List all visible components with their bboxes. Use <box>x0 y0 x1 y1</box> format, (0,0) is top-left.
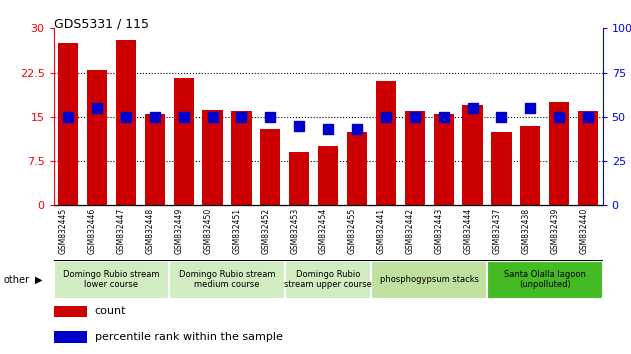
Point <box>352 126 362 132</box>
Text: GSM832442: GSM832442 <box>406 208 415 254</box>
Point <box>265 114 275 120</box>
Point <box>294 123 304 129</box>
Point <box>554 114 564 120</box>
Text: GSM832451: GSM832451 <box>232 208 242 254</box>
Bar <box>433 114 454 205</box>
Text: Santa Olalla lagoon
(unpolluted): Santa Olalla lagoon (unpolluted) <box>504 270 586 289</box>
Point <box>323 126 333 132</box>
Text: percentile rank within the sample: percentile rank within the sample <box>95 332 283 342</box>
Text: Domingo Rubio
stream upper course: Domingo Rubio stream upper course <box>284 270 372 289</box>
Text: GSM832447: GSM832447 <box>117 208 126 254</box>
Bar <box>174 79 194 205</box>
Text: GSM832437: GSM832437 <box>492 208 502 254</box>
Text: Domingo Rubio stream
lower course: Domingo Rubio stream lower course <box>63 270 160 289</box>
Text: GSM832453: GSM832453 <box>290 208 299 254</box>
Text: GSM832452: GSM832452 <box>261 208 270 254</box>
Bar <box>549 102 569 205</box>
Text: GSM832450: GSM832450 <box>204 208 213 254</box>
Text: GSM832441: GSM832441 <box>377 208 386 254</box>
Bar <box>487 261 603 299</box>
Point <box>497 114 507 120</box>
Bar <box>144 114 165 205</box>
Point <box>150 114 160 120</box>
Bar <box>203 110 223 205</box>
Bar <box>115 40 136 205</box>
Bar <box>289 152 309 205</box>
Text: GSM832445: GSM832445 <box>59 208 68 254</box>
Bar <box>260 129 280 205</box>
Point <box>237 114 247 120</box>
Bar <box>520 126 541 205</box>
Point <box>92 105 102 111</box>
Point <box>381 114 391 120</box>
Point <box>439 114 449 120</box>
Point <box>63 114 73 120</box>
Bar <box>285 261 372 299</box>
Bar <box>376 81 396 205</box>
Point <box>468 105 478 111</box>
Point <box>208 114 218 120</box>
Bar <box>463 105 483 205</box>
Text: GSM832439: GSM832439 <box>550 208 559 254</box>
Point <box>179 114 189 120</box>
Text: GDS5331 / 115: GDS5331 / 115 <box>54 18 149 31</box>
Text: GSM832444: GSM832444 <box>464 208 473 254</box>
Bar <box>372 261 487 299</box>
Text: GSM832446: GSM832446 <box>88 208 97 254</box>
Text: GSM832438: GSM832438 <box>521 208 531 254</box>
Text: Domingo Rubio stream
medium course: Domingo Rubio stream medium course <box>179 270 275 289</box>
Bar <box>54 331 86 343</box>
Bar <box>318 146 338 205</box>
Bar <box>87 70 107 205</box>
Text: GSM832449: GSM832449 <box>175 208 184 254</box>
Bar <box>347 132 367 205</box>
Bar <box>54 261 169 299</box>
Text: phosphogypsum stacks: phosphogypsum stacks <box>380 275 479 284</box>
Point <box>410 114 420 120</box>
Point <box>583 114 593 120</box>
Bar <box>492 132 512 205</box>
Text: ▶: ▶ <box>35 275 42 285</box>
Text: GSM832454: GSM832454 <box>319 208 328 254</box>
Bar <box>169 261 285 299</box>
Text: other: other <box>3 275 29 285</box>
Text: GSM832440: GSM832440 <box>579 208 588 254</box>
Bar <box>232 111 252 205</box>
Bar <box>578 111 598 205</box>
Text: count: count <box>95 307 126 316</box>
Bar <box>54 306 86 317</box>
Bar <box>58 43 78 205</box>
Text: GSM832443: GSM832443 <box>435 208 444 254</box>
Text: GSM832455: GSM832455 <box>348 208 357 254</box>
Point <box>526 105 536 111</box>
Bar <box>404 111 425 205</box>
Point <box>121 114 131 120</box>
Text: GSM832448: GSM832448 <box>146 208 155 254</box>
